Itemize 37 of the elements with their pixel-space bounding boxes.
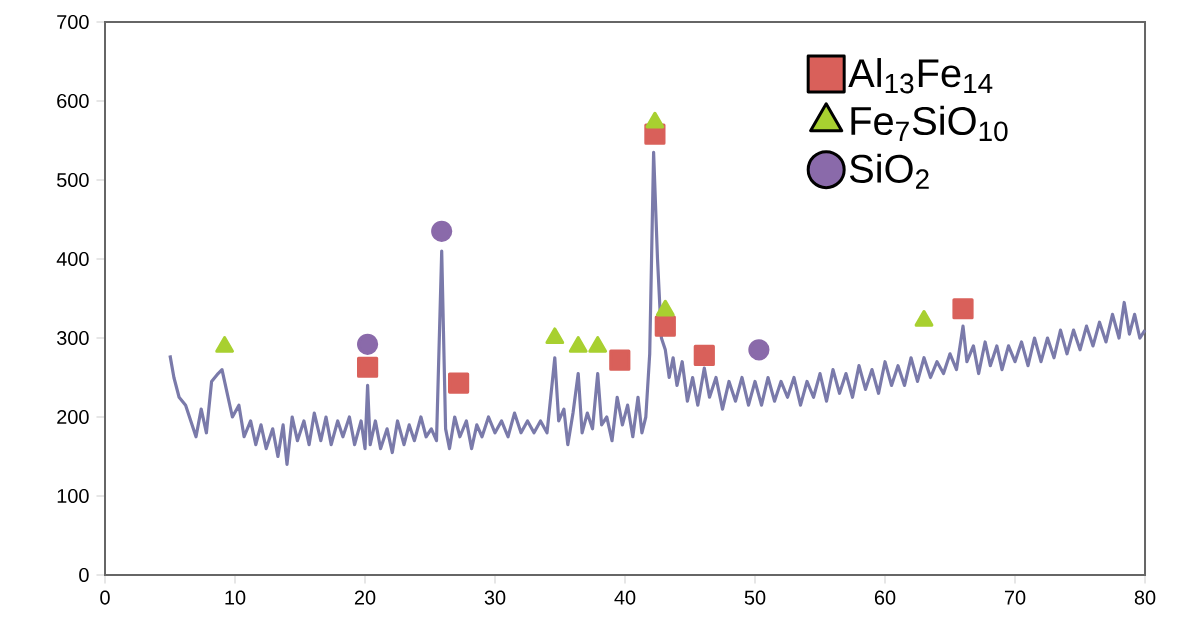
y-tick-label: 500 xyxy=(57,172,89,188)
x-tick-label: 60 xyxy=(874,590,896,605)
y-tick-label: 0 xyxy=(79,567,89,583)
point xyxy=(914,310,934,327)
point xyxy=(431,220,453,242)
x-tick-label: 20 xyxy=(354,590,376,605)
point xyxy=(952,298,974,320)
y-tick-label: 200 xyxy=(57,409,89,425)
y-tick-label: 400 xyxy=(56,251,89,267)
x-tick-label: 0 xyxy=(100,590,110,605)
point xyxy=(545,327,565,345)
point xyxy=(215,336,234,353)
y-tick-label: 100 xyxy=(57,488,89,504)
point xyxy=(448,372,470,394)
x-tick-label: 50 xyxy=(744,590,766,605)
point xyxy=(748,339,770,361)
legend-label: SiO$_{2}$ xyxy=(849,153,929,189)
point xyxy=(568,336,588,353)
point xyxy=(654,315,676,337)
point xyxy=(693,344,715,366)
point xyxy=(588,336,608,353)
x-tick-label: 40 xyxy=(614,590,636,605)
x-tick-label: 80 xyxy=(1134,590,1156,605)
x-tick-label: 70 xyxy=(1004,590,1026,605)
legend-label: Fe$_{7}$SiO$_{10}$ xyxy=(851,105,1008,142)
point xyxy=(645,111,665,129)
point xyxy=(609,349,631,371)
point xyxy=(357,356,379,378)
y-tick-label: 300 xyxy=(56,330,89,346)
line-series xyxy=(168,150,1147,466)
y-tick-label: 600 xyxy=(57,93,89,109)
x-tick-label: 10 xyxy=(225,590,246,605)
point xyxy=(357,333,379,355)
y-tick-label: 700 xyxy=(57,14,89,30)
point xyxy=(655,299,675,317)
legend-label: Al$_{13}$Fe$_{14}$ xyxy=(848,58,993,94)
x-tick-label: 30 xyxy=(484,590,506,605)
